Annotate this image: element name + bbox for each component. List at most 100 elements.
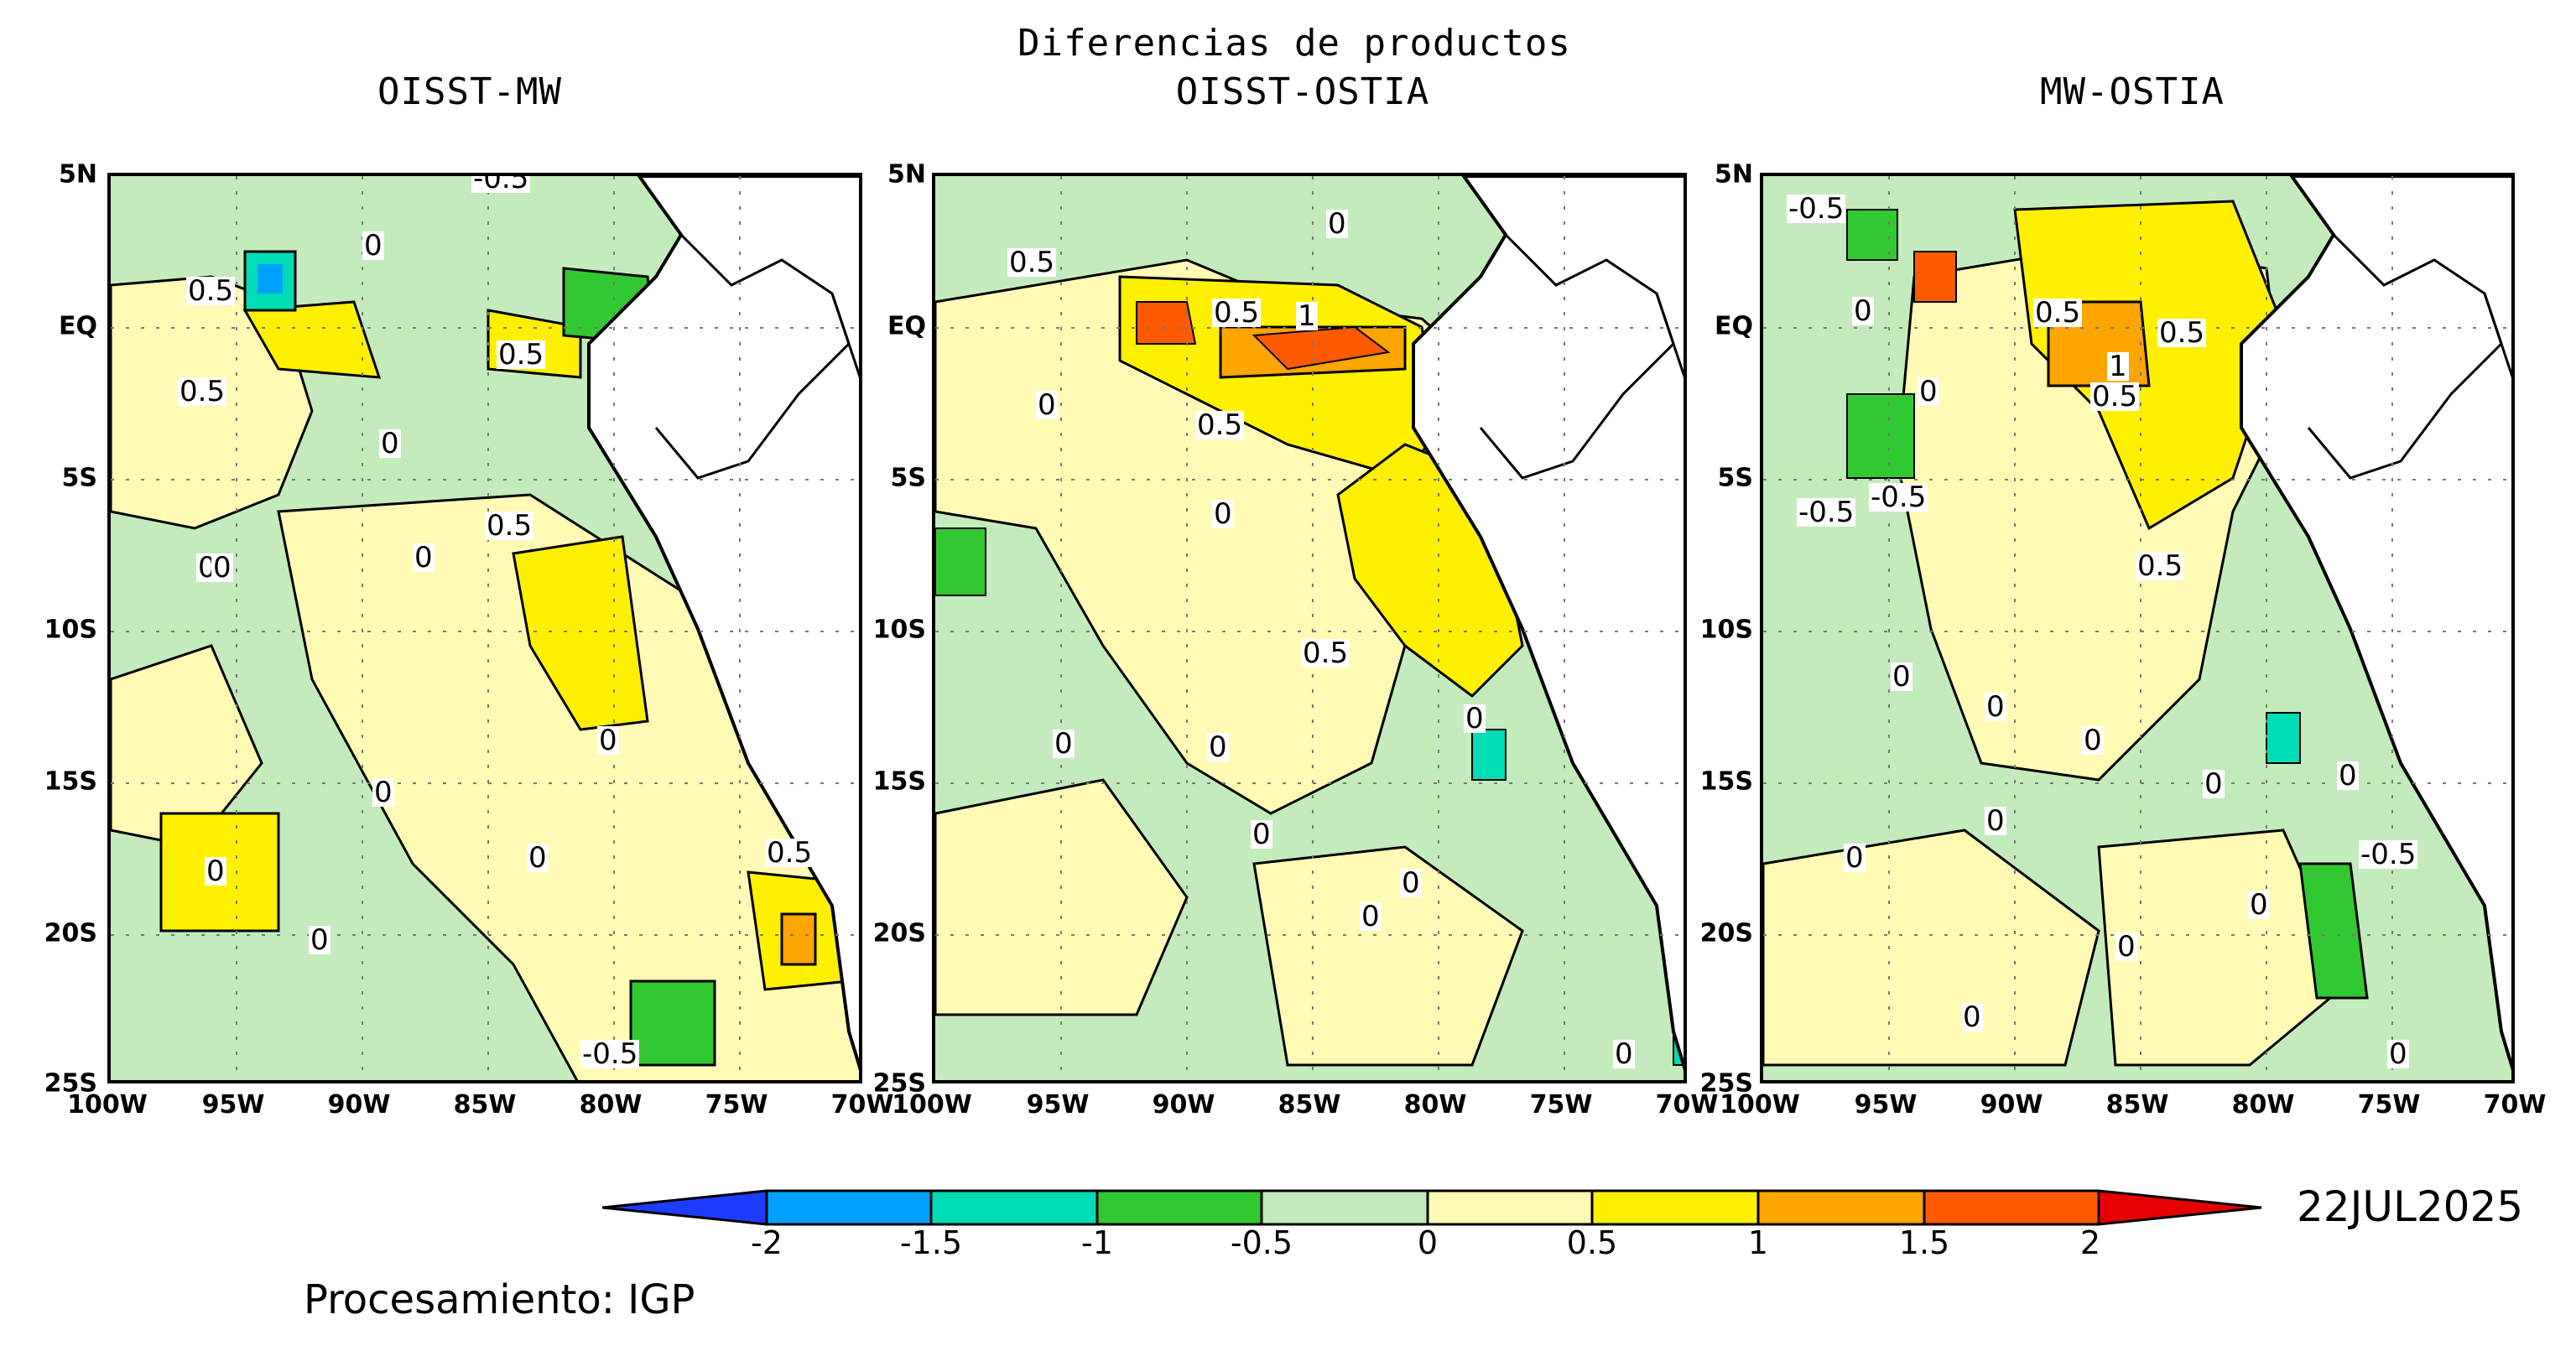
colorbar-segment [2099, 1191, 2261, 1224]
contour-label: -0.5 [1797, 496, 1856, 529]
lon-label-85w-p3: 85W [2105, 1090, 2169, 1120]
lon-label-75w-p1: 75W [705, 1090, 768, 1120]
lat-label-15s-p3: 15S [1699, 766, 1753, 797]
contour-label: 0 [1207, 730, 1229, 764]
contour-label: 0.5 [2090, 380, 2140, 413]
colorbar-label: -1.5 [899, 1224, 963, 1261]
map-panel-oisst-mw: -0.5 0.5 0.5 0.5 0 0 0.5 0 0 0 0 0 0 0 0… [107, 173, 862, 1083]
lat-label-5s-p3: 5S [1717, 463, 1753, 493]
lon-label-95w-p1: 95W [201, 1090, 265, 1120]
lon-label-85w-p2: 85W [1278, 1090, 1341, 1120]
contour-label: 0 [1844, 841, 1866, 875]
lon-label-100w-p3: 100W [1720, 1090, 1800, 1120]
colorbar-segment [931, 1191, 1097, 1224]
contour-label: 0 [211, 551, 233, 584]
contour-label: 0 [597, 724, 619, 757]
contour-label: -0.5 [1787, 192, 1846, 226]
lon-label-100w-p2: 100W [892, 1090, 972, 1120]
lat-label-10s-p1: 10S [44, 615, 97, 645]
contour-label: 0 [1400, 866, 1422, 900]
contour-label: 1 [2107, 350, 2129, 383]
colorbar-label: 1.5 [1898, 1224, 1950, 1261]
contour-label: 0 [379, 427, 401, 460]
map-panel-oisst-ostia: 0 0.5 0.5 1 0 0.5 0 0.5 0 0 0 0 0 0 0 [932, 173, 1687, 1083]
contour-label: 0 [1326, 207, 1348, 241]
contour-label: 0 [2115, 930, 2137, 964]
lat-label-15s-p2: 15S [872, 766, 926, 797]
contour-label: 0.5 [178, 375, 227, 408]
lat-label-5n-p3: 5N [1715, 159, 1753, 190]
colorbar-segment [1924, 1191, 2099, 1224]
colorbar-segment [1758, 1191, 1924, 1224]
lon-label-80w-p1: 80W [579, 1090, 643, 1120]
contour-label: 0 [1613, 1037, 1635, 1071]
lon-label-75w-p3: 75W [2357, 1090, 2421, 1120]
contour-label: 0.5 [485, 509, 534, 543]
lon-label-80w-p3: 80W [2231, 1090, 2295, 1120]
colorbar-label: -2 [751, 1224, 783, 1261]
lon-label-90w-p3: 90W [1980, 1090, 2043, 1120]
contour-label: 0 [1891, 660, 1912, 694]
contour-label: 0.5 [1301, 636, 1350, 670]
map-svg-3 [1763, 176, 2511, 1080]
processing-credit: Procesamiento: IGP [304, 1276, 695, 1323]
contour-label: 0 [2203, 767, 2225, 801]
lon-label-70w-p3: 70W [2483, 1090, 2547, 1120]
date-stamp: 22JUL2025 [2297, 1182, 2524, 1231]
contour-label: 0.5 [2157, 316, 2207, 350]
contour-label: 0 [527, 841, 549, 875]
contour-label: 0 [362, 229, 384, 262]
contour-label: 0.5 [1212, 296, 1262, 330]
contour-label: 1 [1296, 299, 1318, 333]
contour-label: 0 [1212, 497, 1234, 531]
contour-label: 0 [205, 855, 226, 888]
contour-label: 0 [372, 776, 394, 809]
lat-label-25s-p1: 25S [44, 1068, 97, 1099]
lat-label-20s-p2: 20S [872, 918, 926, 948]
lat-label-5s-p1: 5S [61, 463, 97, 493]
contour-label: 0 [1036, 388, 1058, 422]
lon-label-95w-p2: 95W [1026, 1090, 1090, 1120]
contour-label: 0 [1985, 804, 2006, 838]
colorbar-segment [767, 1191, 931, 1224]
lat-label-eq-p2: EQ [887, 311, 926, 341]
colorbar-segment [1262, 1191, 1428, 1224]
contour-label: 0 [309, 923, 330, 957]
lat-label-25s-p3: 25S [1699, 1068, 1753, 1099]
map-svg-2 [935, 176, 1684, 1080]
contour-label: -0.5 [471, 176, 531, 193]
contour-label: 0.5 [186, 274, 236, 308]
contour-label: 0 [1464, 702, 1486, 735]
contour-label: 0 [2248, 888, 2270, 922]
contour-label: -0.5 [580, 1037, 640, 1071]
panel-title-1: OISST-MW [377, 70, 562, 113]
colorbar-label: 0 [1417, 1224, 1439, 1261]
map-panel-mw-ostia: -0.5 0 0.5 0.5 1 0 0.5 -0.5 -0.5 0.5 0 0… [1760, 173, 2515, 1083]
lon-label-90w-p1: 90W [327, 1090, 391, 1120]
contour-label: 0.5 [1195, 408, 1245, 442]
lat-label-10s-p2: 10S [872, 615, 926, 645]
colorbar-label: -0.5 [1230, 1224, 1293, 1261]
contour-label: 0 [2387, 1037, 2409, 1071]
lat-label-20s-p3: 20S [1699, 918, 1753, 948]
contour-label: 0.5 [2033, 296, 2083, 330]
contour-label: -0.5 [1869, 481, 1928, 514]
lon-label-90w-p2: 90W [1152, 1090, 1215, 1120]
contour-label: 0 [1852, 294, 1874, 328]
contour-label: 0 [1961, 1000, 1983, 1034]
contour-label: 0.5 [497, 338, 546, 371]
lon-label-95w-p3: 95W [1854, 1090, 1918, 1120]
lat-label-5n-p1: 5N [59, 159, 97, 190]
lon-label-85w-p1: 85W [453, 1090, 517, 1120]
lat-label-5s-p2: 5S [890, 463, 926, 493]
panel-title-2: OISST-OSTIA [1175, 70, 1430, 113]
contour-label: 0 [2337, 759, 2359, 792]
lat-label-eq-p3: EQ [1715, 311, 1753, 341]
lon-label-80w-p2: 80W [1403, 1090, 1467, 1120]
lat-label-25s-p2: 25S [872, 1068, 926, 1099]
lat-label-5n-p2: 5N [887, 159, 926, 190]
colorbar-segment [602, 1191, 767, 1224]
lat-label-eq-p1: EQ [59, 311, 97, 341]
colorbar-segment [1428, 1191, 1592, 1224]
contour-label: 0 [1053, 727, 1075, 761]
